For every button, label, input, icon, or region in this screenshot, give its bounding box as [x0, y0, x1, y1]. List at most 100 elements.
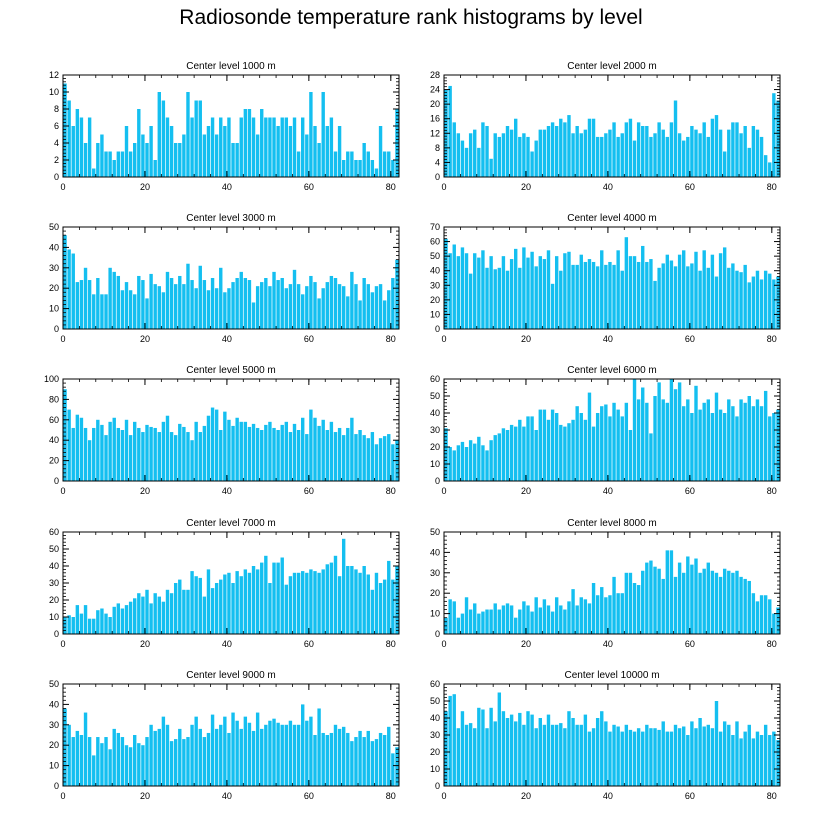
histogram-bar — [198, 728, 202, 786]
histogram-bar — [206, 126, 211, 177]
histogram-bar — [313, 735, 317, 786]
histogram-bar — [264, 555, 268, 634]
histogram-bar — [538, 409, 542, 481]
histogram-bar — [554, 126, 559, 177]
histogram-bar — [153, 593, 157, 634]
histogram-bar — [657, 122, 661, 177]
histogram-bar — [268, 421, 272, 481]
histogram-bar — [116, 732, 121, 786]
histogram-bar — [739, 272, 743, 329]
histogram-bar — [665, 550, 670, 634]
histogram-bar — [378, 126, 383, 177]
histogram-bar — [79, 613, 84, 634]
histogram-bar — [489, 158, 493, 177]
histogram-bar — [219, 267, 223, 329]
histogram-bar — [665, 254, 670, 329]
histogram-bar — [391, 579, 395, 634]
histogram-bar — [190, 117, 194, 177]
histogram-bar — [137, 275, 141, 329]
histogram-bar — [87, 440, 92, 481]
histogram-bar — [645, 402, 649, 481]
histogram-bar — [149, 603, 153, 634]
histogram-bar — [452, 601, 456, 634]
histogram-bar — [575, 724, 579, 786]
histogram-bar — [227, 732, 231, 786]
histogram-bar — [63, 83, 67, 177]
histogram-bar — [366, 151, 370, 177]
histogram-bar — [739, 576, 743, 634]
histogram-bar — [210, 278, 215, 329]
histogram-bar — [202, 280, 207, 329]
histogram-bar — [198, 100, 202, 177]
panel-title: Center level 10000 m — [564, 670, 659, 681]
histogram-bar — [231, 712, 235, 786]
y-tick-label: 10 — [49, 612, 59, 622]
histogram-bar — [382, 735, 387, 786]
y-tick-label: 10 — [430, 764, 440, 774]
plot-frame — [62, 683, 400, 787]
histogram-bar — [546, 714, 551, 786]
y-tick-label: 0 — [435, 324, 440, 334]
histogram-bar — [587, 731, 592, 786]
histogram-bar — [509, 259, 514, 329]
histogram-bar — [87, 280, 92, 329]
histogram-bar — [514, 721, 518, 786]
histogram-bar — [690, 413, 694, 481]
histogram-bar — [690, 263, 694, 329]
y-tick-label: 2 — [54, 155, 59, 165]
histogram-bar — [587, 259, 592, 329]
panel-title: Center level 9000 m — [186, 670, 276, 681]
histogram-bar — [288, 126, 293, 177]
histogram-bar — [354, 434, 358, 481]
y-tick-label: 20 — [430, 295, 440, 305]
histogram-bar — [595, 718, 600, 786]
histogram-bar — [268, 583, 272, 634]
histogram-bar — [92, 755, 96, 786]
histogram-bar — [149, 724, 153, 786]
histogram-bar — [509, 424, 514, 481]
histogram-bar — [149, 273, 153, 329]
histogram-bar — [165, 117, 170, 177]
y-tick-label: 8 — [435, 143, 440, 153]
histogram-bar — [186, 92, 190, 177]
histogram-bar — [83, 712, 88, 786]
histogram-bar — [333, 151, 338, 177]
histogram-bar — [141, 134, 145, 177]
histogram-bar — [641, 126, 645, 177]
y-tick-label: 0 — [435, 172, 440, 182]
histogram-bar — [71, 126, 75, 177]
histogram-bar — [292, 423, 297, 481]
histogram-bar — [772, 731, 776, 786]
histogram-bar — [96, 143, 100, 177]
histogram-bar — [378, 583, 383, 634]
histogram-bar — [280, 278, 284, 329]
histogram-bar — [563, 122, 567, 177]
histogram-bar — [100, 743, 104, 786]
histogram-bar — [96, 737, 100, 786]
histogram-bar — [288, 576, 293, 634]
x-tick-label: 80 — [767, 791, 777, 801]
histogram-bar — [727, 399, 731, 481]
histogram-bar — [124, 419, 129, 481]
y-tick-label: 0 — [435, 629, 440, 639]
histogram-bar — [120, 151, 125, 177]
histogram-bar — [620, 416, 624, 481]
histogram-panel: Center level 1000 m 0 20 40 60 80 0 2 4 6 8 10 12 — [49, 61, 400, 192]
histogram-bar — [382, 436, 387, 481]
histogram-bar — [554, 256, 559, 329]
x-tick-label: 80 — [386, 182, 396, 192]
histogram-bar — [473, 443, 477, 481]
y-tick-label: 60 — [430, 374, 440, 384]
histogram-bar — [276, 430, 280, 481]
y-tick-label: 10 — [430, 609, 440, 619]
histogram-bar — [489, 256, 493, 329]
histogram-bar — [759, 406, 764, 481]
histogram-bar — [731, 263, 735, 329]
histogram-bar — [628, 118, 633, 177]
histogram-bar — [165, 589, 170, 634]
histogram-bar — [63, 708, 67, 786]
histogram-bar — [772, 93, 776, 177]
histogram-bar — [346, 427, 350, 481]
panel-title: Center level 4000 m — [567, 213, 657, 224]
y-tick-label: 80 — [49, 394, 59, 404]
